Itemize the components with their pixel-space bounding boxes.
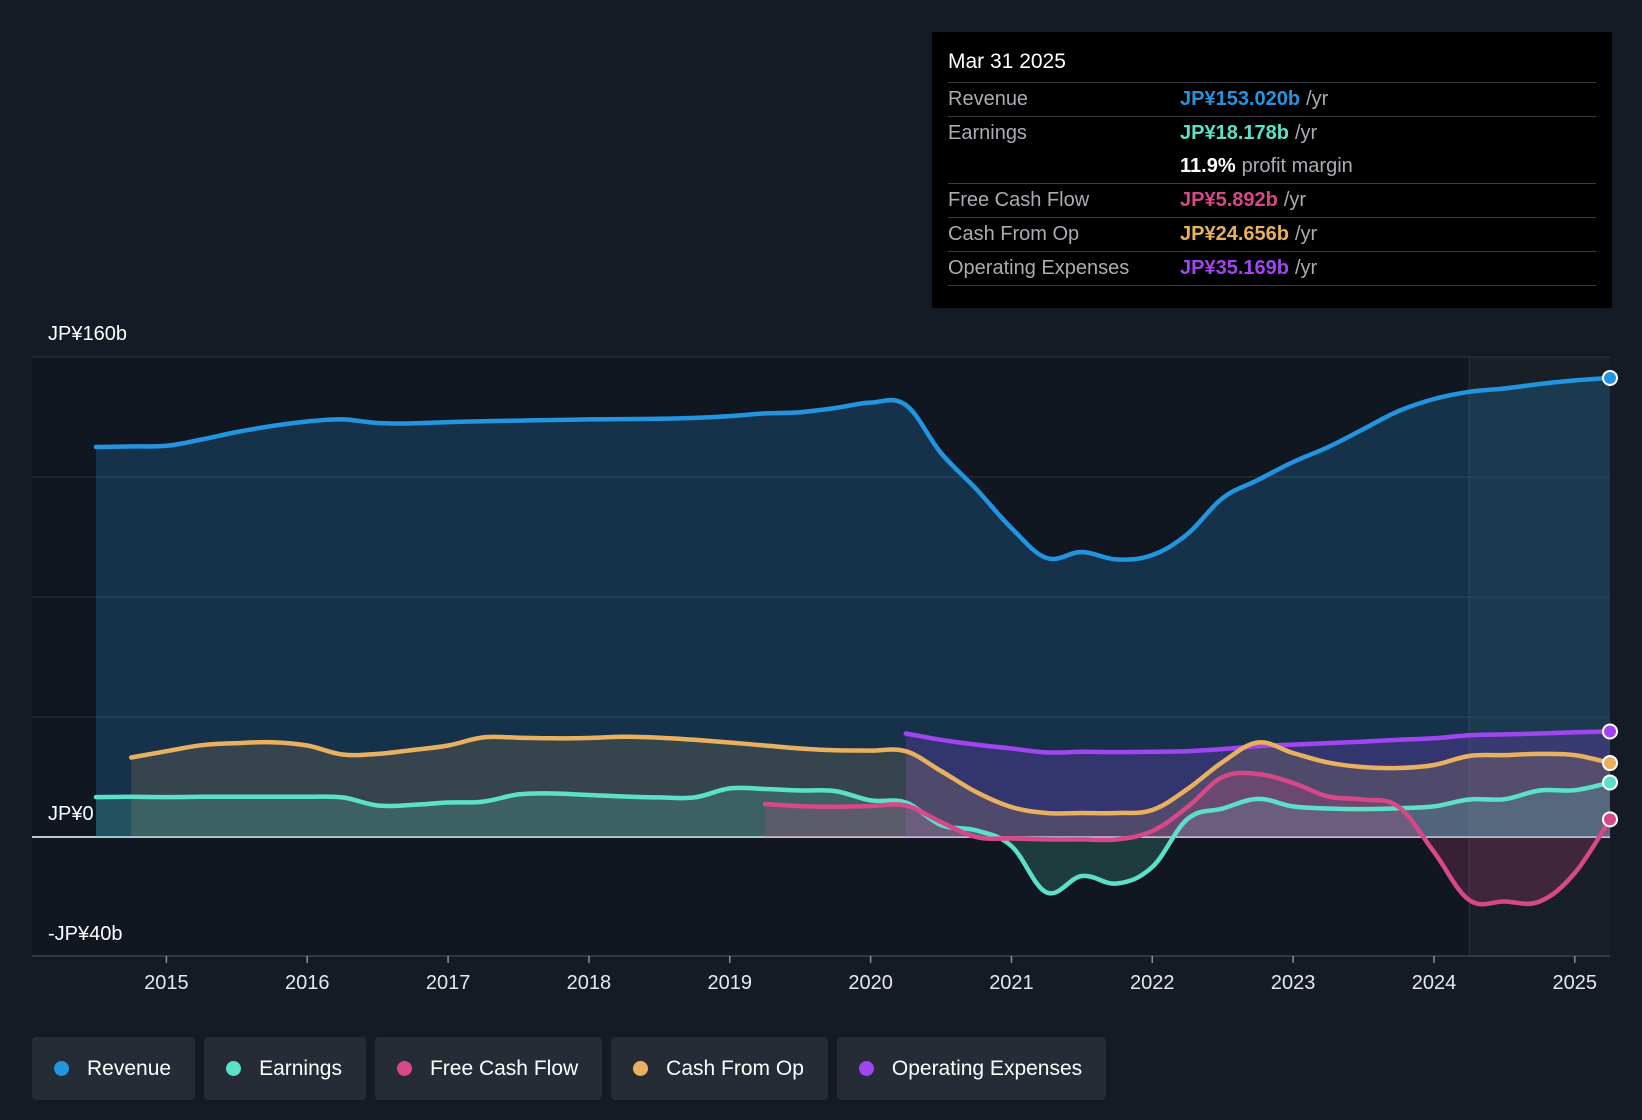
cash-from-op-area xyxy=(131,736,1611,837)
x-tick-label: 2020 xyxy=(848,972,893,994)
legend-item-earnings[interactable]: Earnings xyxy=(204,1037,366,1100)
earnings-area xyxy=(96,782,1610,894)
x-tick-label: 2016 xyxy=(285,972,330,994)
x-tick-label: 2017 xyxy=(426,972,471,994)
legend-label: Revenue xyxy=(87,1056,172,1080)
free-cash-flow-line xyxy=(762,770,1613,907)
free-cash-flow-end-point xyxy=(1602,811,1618,828)
plot-background xyxy=(32,357,1610,956)
tooltip-unit: /yr xyxy=(1294,122,1318,144)
y-tick-label-zero: JP¥0 xyxy=(48,803,94,825)
tooltip-row-earnings: Earnings JP¥18.178b /yr xyxy=(948,117,1596,150)
legend-item-cash-from-op[interactable]: Cash From Op xyxy=(611,1037,828,1100)
operating-expenses-area xyxy=(905,731,1610,837)
tooltip-date: Mar 31 2025 xyxy=(948,46,1596,83)
x-tick-label: 2025 xyxy=(1553,972,1598,994)
x-tick-label: 2023 xyxy=(1271,972,1316,994)
x-tick-label: 2022 xyxy=(1130,972,1175,994)
revenue-line xyxy=(93,375,1613,562)
tooltip-unit: /yr xyxy=(1306,88,1329,110)
tooltip-label: Earnings xyxy=(948,122,1027,144)
x-tick-label: 2018 xyxy=(567,972,612,994)
legend: Revenue Earnings Free Cash Flow Cash Fro… xyxy=(32,1037,1107,1100)
legend-dot-icon xyxy=(226,1061,242,1076)
legend-dot-icon xyxy=(633,1061,649,1076)
x-tick-label: 2019 xyxy=(708,972,753,994)
x-tick-label: 2015 xyxy=(144,972,189,994)
tooltip-row-free-cash-flow: Free Cash Flow JP¥5.892b /yr xyxy=(948,184,1596,218)
legend-label: Earnings xyxy=(259,1056,342,1080)
legend-item-operating-expenses[interactable]: Operating Expenses xyxy=(836,1037,1107,1100)
tooltip-row-operating-expenses: Operating Expenses JP¥35.169b /yr xyxy=(948,252,1596,286)
tooltip-label: Revenue xyxy=(948,88,1029,110)
cash-from-op-end-point xyxy=(1602,755,1618,772)
legend-dot-icon xyxy=(858,1061,874,1076)
tooltip-row-cash-from-op: Cash From Op JP¥24.656b /yr xyxy=(948,218,1596,252)
legend-item-revenue[interactable]: Revenue xyxy=(32,1037,196,1100)
tooltip-unit: profit margin xyxy=(1241,155,1353,177)
earnings-line xyxy=(93,780,1613,896)
tooltip-value: JP¥153.020b xyxy=(1180,88,1301,110)
y-tick-label-top: JP¥160b xyxy=(48,323,127,345)
x-tick-label: 2024 xyxy=(1412,972,1457,994)
x-tick-label: 2021 xyxy=(989,972,1034,994)
tooltip-value: JP¥35.169b xyxy=(1180,257,1289,279)
free-cash-flow-area xyxy=(765,772,1610,905)
tooltip-row-revenue: Revenue JP¥153.020b /yr xyxy=(948,83,1596,117)
legend-dot-icon xyxy=(54,1061,69,1076)
tooltip-value: JP¥24.656b xyxy=(1180,223,1289,245)
y-tick-label-bottom: -JP¥40b xyxy=(48,923,123,945)
tooltip-value: JP¥5.892b xyxy=(1180,189,1278,211)
tooltip-label: Cash From Op xyxy=(948,223,1080,245)
legend-dot-icon xyxy=(396,1061,412,1076)
earnings-end-point xyxy=(1602,774,1618,791)
tooltip-value: 11.9% xyxy=(1180,155,1236,177)
operating-expenses-end-point xyxy=(1602,723,1618,740)
tooltip-panel: Mar 31 2025 Revenue JP¥153.020b /yr Earn… xyxy=(932,32,1612,308)
legend-item-free-cash-flow[interactable]: Free Cash Flow xyxy=(374,1037,603,1100)
cash-from-op-line xyxy=(128,734,1613,816)
operating-expenses-line xyxy=(903,729,1613,755)
legend-label: Operating Expenses xyxy=(891,1056,1083,1080)
tooltip-label: Operating Expenses xyxy=(948,257,1130,279)
tooltip-unit: /yr xyxy=(1294,223,1318,245)
legend-label: Cash From Op xyxy=(666,1056,804,1080)
tooltip-label: Free Cash Flow xyxy=(948,189,1090,211)
legend-label: Free Cash Flow xyxy=(429,1056,579,1080)
tooltip-label xyxy=(948,150,1180,183)
tooltip-value: JP¥18.178b xyxy=(1180,122,1289,144)
tooltip-row-profit-margin: 11.9% profit margin xyxy=(948,150,1596,184)
tooltip-unit: /yr xyxy=(1294,257,1318,279)
tooltip-unit: /yr xyxy=(1283,189,1307,211)
revenue-end-point xyxy=(1602,369,1618,386)
